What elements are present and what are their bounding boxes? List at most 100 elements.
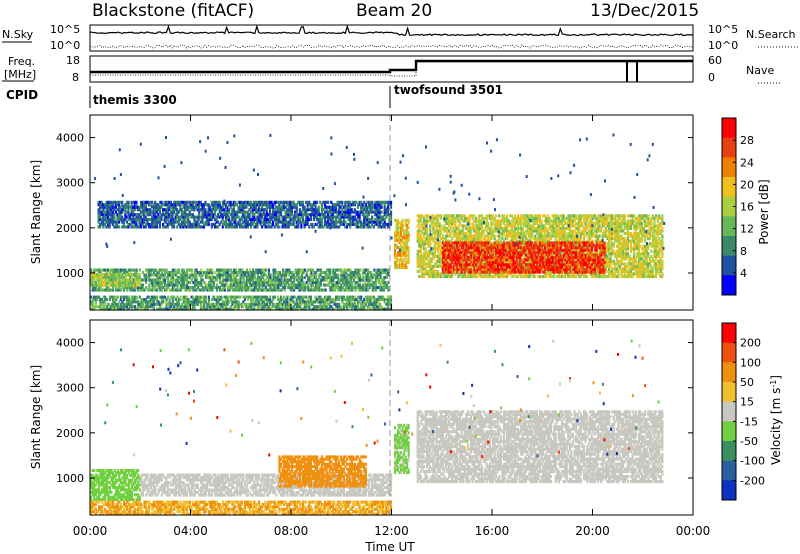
heatmap-cell [378,218,382,222]
heatmap-cell [201,305,204,309]
heatmap-cell [262,218,265,222]
heatmap-cell [112,278,115,282]
heatmap-cell [258,278,261,282]
heatmap-cell [250,273,253,277]
heatmap-cell [136,225,139,229]
heatmap-cell [195,200,198,204]
heatmap-cell [132,281,135,285]
heatmap-cell [424,269,427,273]
heatmap-cell [449,221,452,225]
heatmap-cell [474,221,477,225]
heatmap-cell [231,208,234,212]
heatmap-cell [107,213,110,217]
heatmap-cell [346,276,349,280]
heatmap-cell [165,276,168,280]
heatmap-cell [485,229,488,233]
heatmap-cell [233,288,236,292]
heatmap-cell [496,272,499,276]
heatmap-cell [224,203,228,207]
heatmap-cell [201,271,204,275]
heatmap-cell [323,213,327,217]
heatmap-cell [187,288,190,292]
heatmap-cell [143,273,146,277]
heatmap-cell [230,281,233,285]
heatmap-cell [206,271,209,275]
heatmap-cell [174,215,177,219]
heatmap-cell [165,302,168,306]
heatmap-cell [308,218,311,222]
heatmap-cell [90,302,93,306]
heatmap-cell [457,229,460,233]
heatmap-cell [187,215,190,219]
heatmap-cell [274,276,277,280]
heatmap-cell [278,281,281,285]
heatmap-cell [385,307,388,311]
heatmap-cell [261,305,264,309]
heatmap-cell [126,298,129,301]
heatmap-cell [435,259,438,263]
heatmap-cell [339,205,342,209]
heatmap-cell [140,215,143,219]
heatmap-cell [177,298,181,301]
heatmap-cell [94,288,97,292]
heatmap-cell [101,302,104,306]
heatmap-cell [349,302,352,306]
heatmap-cell [140,205,143,209]
heatmap-cell [374,273,377,277]
heatmap-cell [283,215,286,219]
heatmap-cell [341,208,344,212]
heatmap-cell [338,305,341,309]
heatmap-cell [168,305,171,309]
heatmap-cell [422,264,426,268]
heatmap-cell [270,215,273,219]
heatmap-cell [250,205,253,209]
heatmap-cell [263,283,266,287]
heatmap-cell [437,272,440,276]
heatmap-cell [435,219,438,223]
heatmap-cell [385,200,388,204]
heatmap-cell [378,222,382,226]
heatmap-cell [480,214,484,218]
heatmap-cell [162,276,165,280]
heatmap-cell [187,208,190,212]
heatmap-cell [357,276,360,280]
heatmap-cell [289,298,292,301]
heatmap-cell [256,300,259,304]
heatmap-cell [432,267,435,271]
heatmap-cell [215,295,218,299]
heatmap-cell [219,273,222,277]
heatmap-cell [344,286,348,290]
heatmap-cell [403,241,406,245]
heatmap-cell [488,237,491,241]
heatmap-cell [182,276,185,280]
heatmap-cell [105,213,108,217]
heatmap-cell [349,276,352,280]
heatmap-cell [322,208,325,212]
heatmap-cell [159,278,162,282]
heatmap-cell [173,220,176,224]
freq-label-line2: [MHz] [4,68,36,81]
heatmap-cell [135,273,138,277]
heatmap-cell [336,305,339,309]
heatmap-cell [426,264,429,268]
heatmap-cell [162,298,165,301]
heatmap-cell [307,278,310,282]
heatmap-cell [201,220,204,224]
heatmap-cell [264,288,267,292]
heatmap-cell [254,225,257,229]
heatmap-cell [469,232,473,236]
heatmap-cell [130,273,133,277]
heatmap-cell [187,225,190,229]
heatmap-cell [389,203,393,207]
heatmap-cell [151,225,154,229]
heatmap-cell [261,203,264,207]
heatmap-cell [406,226,409,230]
heatmap-cell [350,300,353,304]
heatmap-cell [102,220,105,224]
heatmap-cell [297,307,300,311]
heatmap-cell [234,300,237,304]
heatmap-cell [116,302,119,306]
heatmap-cell [426,252,429,256]
heatmap-cell [466,237,469,241]
heatmap-cell [444,252,448,256]
